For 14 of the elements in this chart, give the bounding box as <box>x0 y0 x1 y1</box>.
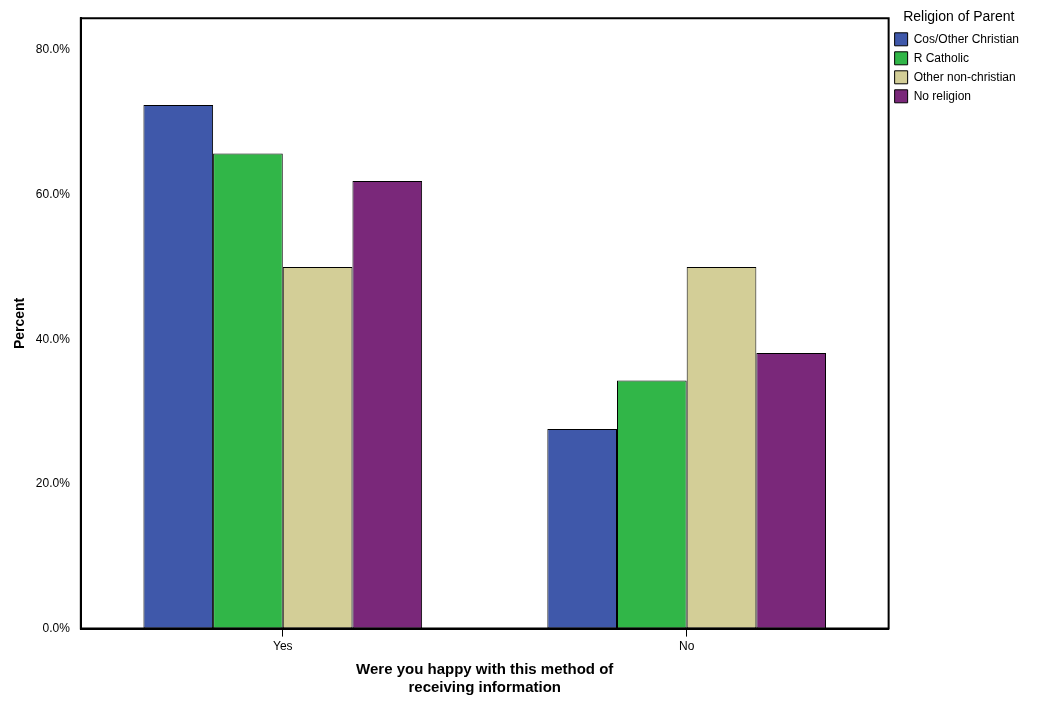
y-tick-label: 0.0% <box>42 620 71 635</box>
y-tick-label: 40.0% <box>35 331 71 346</box>
legend-label: R Catholic <box>913 50 969 65</box>
y-tick-label: 80.0% <box>35 42 71 57</box>
legend-label: No religion <box>913 88 972 103</box>
y-tick-label: 20.0% <box>35 476 71 491</box>
legend-label: Cos/Other Christian <box>913 31 1020 46</box>
y-tick-label: 60.0% <box>35 186 71 201</box>
legend-title: Religion of Parent <box>903 7 1015 24</box>
y-axis-title: Percent <box>11 297 28 350</box>
x-tick-label: No <box>679 639 695 654</box>
x-axis-title: Were you happy with this method of receiving information <box>356 660 615 696</box>
legend-label: Other non-christian <box>913 69 1016 84</box>
x-tick-label: Yes <box>272 639 293 654</box>
